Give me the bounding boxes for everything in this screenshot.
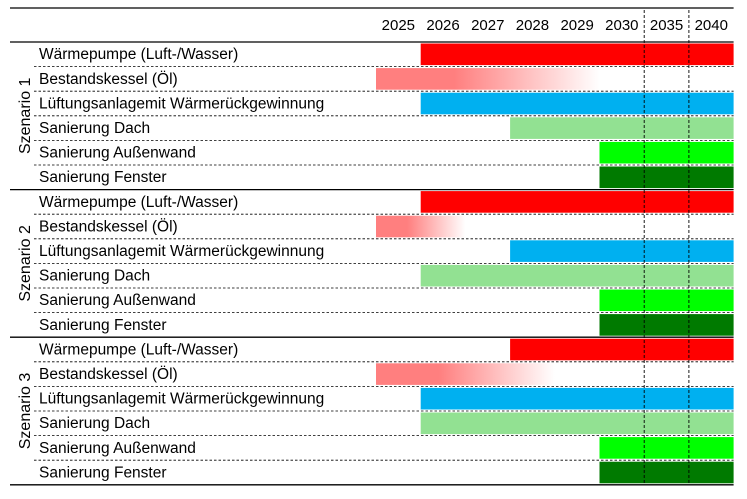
task-label: Wärmepumpe (Luft-/Wasser) xyxy=(39,46,238,63)
gantt-bar xyxy=(510,240,734,262)
year-label-2025: 2025 xyxy=(382,17,415,34)
scenario-label: Szenario 2 xyxy=(17,225,34,302)
year-label-2035: 2035 xyxy=(650,17,683,34)
task-label: Sanierung Außenwand xyxy=(39,145,196,162)
task-label: Bestandskessel (Öl) xyxy=(39,70,178,88)
gantt-bar xyxy=(376,363,555,385)
gantt-bar xyxy=(376,215,466,238)
gantt-bar xyxy=(376,68,600,90)
gantt-bar xyxy=(420,412,734,435)
gantt-bar xyxy=(599,166,734,189)
scenario-label: Szenario 3 xyxy=(17,373,34,450)
year-label-2029: 2029 xyxy=(560,17,593,34)
task-label: Sanierung Dach xyxy=(39,120,150,137)
task-label: Sanierung Außenwand xyxy=(39,440,196,457)
gantt-bar xyxy=(510,117,734,139)
task-label: Lüftungsanlagemit Wärmerückgewinnung xyxy=(39,95,324,112)
task-label: Bestandskessel (Öl) xyxy=(39,365,178,383)
task-label: Sanierung Außenwand xyxy=(39,292,196,309)
task-label: Sanierung Fenster xyxy=(39,169,167,186)
year-label-2027: 2027 xyxy=(471,17,504,34)
gantt-bar xyxy=(599,461,734,484)
gantt-bar xyxy=(420,191,734,213)
gantt-bar xyxy=(599,314,734,336)
year-label-2028: 2028 xyxy=(516,17,549,34)
gantt-bar xyxy=(599,289,734,312)
gantt-bar xyxy=(599,437,734,459)
gantt-bar xyxy=(599,141,734,164)
task-label: Sanierung Dach xyxy=(39,415,150,432)
gantt-bar xyxy=(420,264,734,287)
year-label-2026: 2026 xyxy=(426,17,459,34)
gantt-bar xyxy=(420,43,734,66)
task-label: Sanierung Fenster xyxy=(39,317,167,334)
gantt-bar xyxy=(420,387,734,410)
task-label: Sanierung Dach xyxy=(39,268,150,285)
year-label-2040: 2040 xyxy=(695,17,728,34)
scenario-label: Szenario 1 xyxy=(17,77,34,154)
task-label: Wärmepumpe (Luft-/Wasser) xyxy=(39,194,238,211)
task-label: Sanierung Fenster xyxy=(39,464,167,481)
task-label: Bestandskessel (Öl) xyxy=(39,217,178,235)
task-label: Lüftungsanlagemit Wärmerückgewinnung xyxy=(39,243,324,260)
gantt-bar xyxy=(510,338,734,361)
year-label-2030: 2030 xyxy=(605,17,638,34)
task-label: Wärmepumpe (Luft-/Wasser) xyxy=(39,341,238,358)
gantt-bar xyxy=(420,92,734,115)
task-label: Lüftungsanlagemit Wärmerückgewinnung xyxy=(39,391,324,408)
